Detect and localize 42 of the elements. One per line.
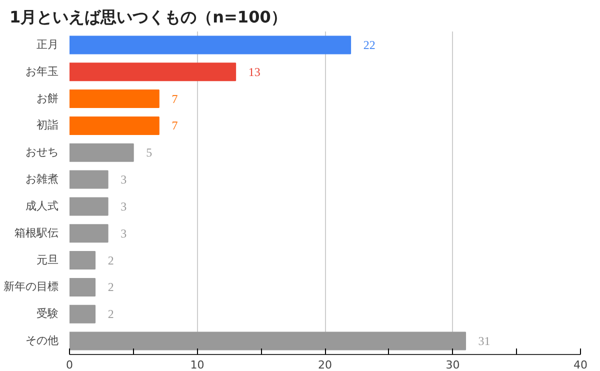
y-tick-label: 新年の目標 bbox=[4, 280, 58, 294]
bar bbox=[70, 62, 236, 82]
data-label: 13 bbox=[248, 64, 260, 79]
y-tick-label: 正月 bbox=[36, 38, 58, 51]
bar bbox=[70, 143, 134, 162]
bar bbox=[70, 251, 96, 270]
y-tick-label: 初詣 bbox=[36, 118, 58, 132]
chart-title: 1月といえば思いつくもの（n=100） bbox=[10, 8, 287, 26]
y-tick-label: お雑煮 bbox=[26, 172, 58, 186]
bar bbox=[70, 278, 96, 296]
bar bbox=[70, 90, 160, 108]
x-tick-label: 20 bbox=[318, 358, 332, 371]
data-label: 3 bbox=[120, 172, 127, 187]
data-label: 7 bbox=[172, 92, 178, 106]
y-tick-label: 受験 bbox=[36, 307, 58, 320]
data-label: 3 bbox=[120, 199, 127, 214]
data-label: 2 bbox=[108, 307, 114, 322]
y-tick-label: 元旦 bbox=[36, 254, 58, 266]
data-label: 31 bbox=[478, 334, 490, 348]
y-tick-label: お年玉 bbox=[26, 66, 58, 78]
data-label: 2 bbox=[108, 280, 114, 294]
bar bbox=[70, 36, 352, 54]
y-tick-label: 箱根駅伝 bbox=[14, 227, 58, 240]
y-tick-label: その他 bbox=[26, 335, 58, 348]
bar bbox=[70, 304, 96, 324]
x-tick-label: 10 bbox=[190, 358, 204, 371]
data-label: 5 bbox=[146, 146, 152, 160]
data-label: 22 bbox=[363, 38, 376, 52]
data-label: 2 bbox=[108, 253, 114, 268]
data-label: 7 bbox=[172, 118, 178, 133]
x-tick-label: 0 bbox=[66, 358, 73, 371]
y-tick-label: お餅 bbox=[36, 92, 58, 105]
x-tick-label: 40 bbox=[574, 358, 588, 371]
x-tick-label: 30 bbox=[446, 358, 460, 371]
bar bbox=[70, 332, 466, 350]
bar bbox=[70, 197, 108, 216]
y-tick-label: 成人式 bbox=[26, 199, 58, 212]
data-label: 3 bbox=[120, 226, 127, 240]
y-tick-label: おせち bbox=[26, 146, 58, 159]
bar bbox=[70, 224, 108, 243]
bar bbox=[70, 170, 108, 189]
bar bbox=[70, 116, 160, 135]
